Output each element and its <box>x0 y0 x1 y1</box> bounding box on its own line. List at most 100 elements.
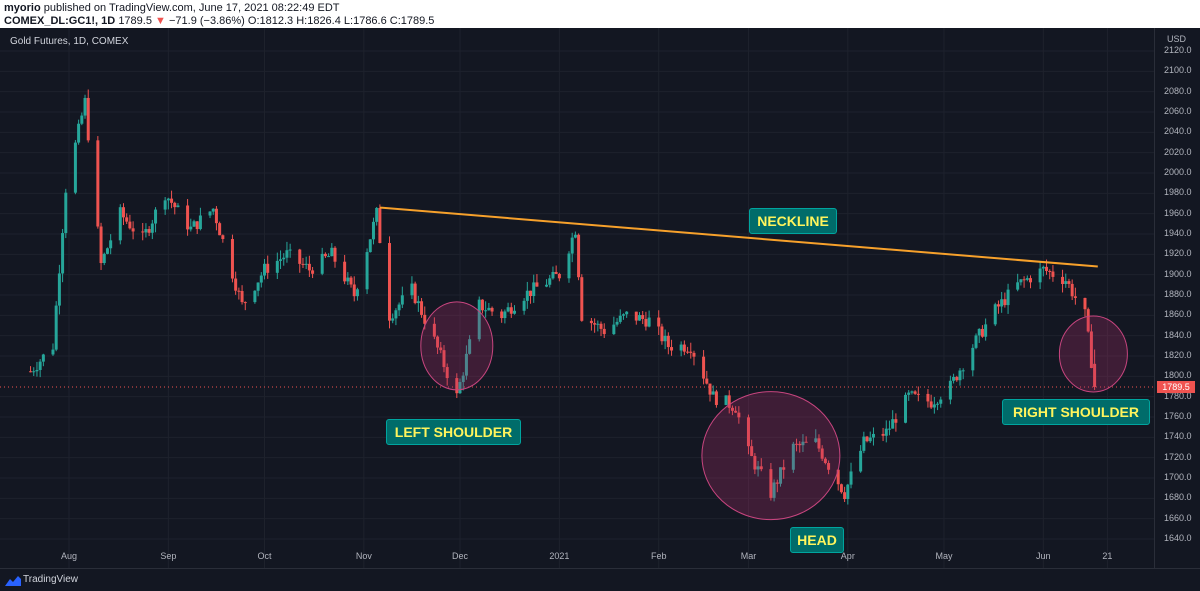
candle-body <box>186 205 190 230</box>
candle-body <box>394 310 398 319</box>
candle-body <box>234 278 238 291</box>
candle-body <box>724 395 728 405</box>
candle-body <box>371 221 375 240</box>
candle-body <box>279 259 283 261</box>
candle-body <box>189 226 193 230</box>
candle-body <box>298 249 302 264</box>
candle-body <box>509 307 513 314</box>
candle-body <box>779 467 783 484</box>
candle-body <box>756 466 760 470</box>
candle-body <box>1064 281 1068 285</box>
candle-body <box>660 326 664 342</box>
candle-body <box>214 208 218 224</box>
candle-body <box>823 458 827 464</box>
candle-body <box>862 436 866 451</box>
neckline-label: NECKLINE <box>749 208 837 234</box>
candle-body <box>827 463 831 470</box>
candle-body <box>1006 289 1010 306</box>
candle-body <box>282 257 286 260</box>
candle-body <box>714 391 718 405</box>
candle-body <box>1019 279 1023 283</box>
candle-body <box>532 282 536 297</box>
neckline <box>379 206 1098 268</box>
candle-body <box>932 404 936 408</box>
candle-body <box>705 378 709 384</box>
candle-body <box>285 250 289 258</box>
y-tick-label: 1900.0 <box>1164 268 1192 279</box>
candle-body <box>599 323 603 329</box>
ohlc-values: O:1812.3 H:1826.4 L:1786.6 C:1789.5 <box>247 15 435 27</box>
candle-body <box>1073 296 1077 298</box>
candle-body <box>657 317 661 327</box>
y-tick-label: 2000.0 <box>1164 167 1192 177</box>
y-tick-label: 1640.0 <box>1164 533 1192 543</box>
x-tick-label: Sep <box>160 551 177 561</box>
candle-body <box>798 443 802 446</box>
left-shoulder-circle <box>420 301 494 391</box>
candle-body <box>952 376 956 381</box>
candle-body <box>327 256 331 258</box>
y-tick-label: 1820.0 <box>1164 350 1192 360</box>
candle-body <box>29 371 33 373</box>
candle-body <box>397 304 401 311</box>
candle-body <box>974 335 978 348</box>
candle-body <box>836 469 840 485</box>
candle-body <box>61 233 65 274</box>
candle-body <box>868 437 872 442</box>
candle-body <box>333 247 337 262</box>
tradingview-logo-icon[interactable] <box>5 574 21 586</box>
candle-body <box>490 307 494 312</box>
candle-body <box>1045 266 1049 271</box>
y-tick-label: 1940.0 <box>1164 228 1192 238</box>
candle-body <box>275 260 279 273</box>
price-axis[interactable] <box>1154 28 1200 568</box>
tradingview-brand[interactable]: TradingView <box>23 574 79 585</box>
candle-body <box>711 391 715 395</box>
candle-body <box>644 319 648 327</box>
candle-body <box>557 273 561 279</box>
candle-body <box>484 310 488 312</box>
candle-body <box>154 209 158 224</box>
candle-body <box>38 361 42 370</box>
candle-body <box>817 438 821 449</box>
publish-header: myorio published on TradingView.com, Jun… <box>0 0 1200 28</box>
candle-body <box>977 328 981 336</box>
plot-area[interactable] <box>0 28 1154 568</box>
candle-body <box>487 307 491 311</box>
candle-body <box>105 248 109 254</box>
candle-body <box>125 217 129 222</box>
candle-body <box>1041 266 1045 269</box>
y-tick-label: 2060.0 <box>1164 106 1192 116</box>
candle-body <box>1038 268 1042 283</box>
y-tick-label: 1680.0 <box>1164 492 1192 503</box>
candle-body <box>865 436 869 442</box>
candle-body <box>939 399 943 404</box>
candle-body <box>301 263 305 265</box>
candle-body <box>910 391 914 393</box>
candle-body <box>621 314 625 316</box>
y-tick-label: 2120.0 <box>1164 45 1192 55</box>
candle-body <box>984 324 988 337</box>
candle-body <box>689 351 693 353</box>
candle-body <box>894 419 898 423</box>
candle-body <box>170 198 174 203</box>
candle-body <box>663 335 667 342</box>
candle-body <box>266 263 270 273</box>
y-tick-label: 1800.0 <box>1164 370 1192 381</box>
publisher-name[interactable]: myorio <box>4 2 41 14</box>
x-tick-label: Jun <box>1036 551 1051 561</box>
price-change: −71.9 (−3.86%) <box>168 15 245 27</box>
candle-body <box>208 211 212 216</box>
right-shoulder-circle <box>1058 315 1128 393</box>
candle-body <box>102 253 106 264</box>
candle-body <box>288 249 292 251</box>
candle-body <box>99 226 103 264</box>
candle-body <box>551 271 555 279</box>
candle-body <box>259 275 263 283</box>
candle-body <box>500 311 504 319</box>
candle-body <box>192 221 196 227</box>
candle-body <box>144 229 148 233</box>
candle-body <box>686 351 690 353</box>
candle-body <box>439 347 443 351</box>
x-tick-label: Aug <box>60 551 78 561</box>
